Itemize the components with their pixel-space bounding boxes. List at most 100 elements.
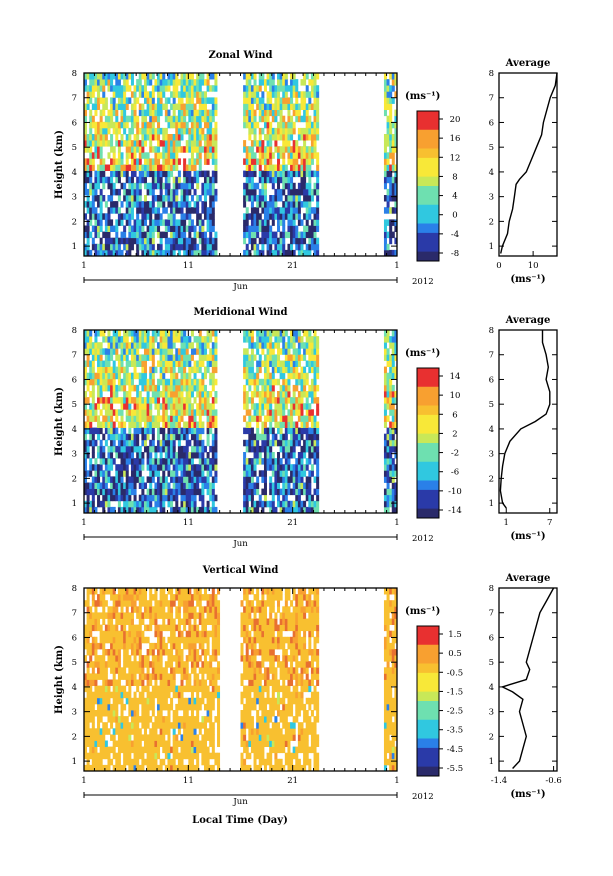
heatmap-cell bbox=[201, 182, 205, 190]
heatmap-cell bbox=[214, 439, 218, 447]
heatmap-cell bbox=[143, 73, 147, 80]
heatmap-cell bbox=[128, 655, 132, 662]
heatmap-cell bbox=[193, 109, 197, 117]
heatmap-cell bbox=[177, 458, 181, 465]
heatmap-cell bbox=[282, 85, 286, 92]
heatmap-cell bbox=[102, 685, 106, 693]
heatmap-cell bbox=[209, 415, 213, 422]
heatmap-cell bbox=[284, 397, 288, 404]
heatmap-cell bbox=[295, 103, 299, 110]
heatmap-cell bbox=[94, 249, 98, 257]
heatmap-cell bbox=[84, 439, 88, 447]
heatmap-cell bbox=[313, 79, 317, 86]
heatmap-cell bbox=[107, 630, 111, 638]
heatmap-cell bbox=[99, 758, 103, 766]
heatmap-cell bbox=[391, 482, 395, 489]
heatmap-cell bbox=[203, 152, 207, 159]
heatmap-cell bbox=[310, 103, 314, 110]
heatmap-cell bbox=[159, 378, 163, 386]
heatmap-cell bbox=[198, 170, 202, 178]
heatmap-cell bbox=[138, 109, 142, 117]
heatmap-cell bbox=[209, 464, 213, 471]
heatmap-cell bbox=[138, 79, 142, 86]
heatmap-cell bbox=[130, 703, 134, 711]
heatmap-cell bbox=[141, 366, 145, 374]
heatmap-cell bbox=[290, 336, 294, 343]
heatmap-cell bbox=[91, 752, 95, 760]
heatmap-cell bbox=[282, 73, 286, 80]
heatmap-cell bbox=[84, 482, 88, 489]
heatmap-cell bbox=[295, 500, 299, 508]
heatmap-cell bbox=[383, 237, 387, 245]
heatmap-cell bbox=[287, 219, 291, 226]
heatmap-cell bbox=[112, 170, 116, 178]
heatmap-cell bbox=[269, 85, 273, 92]
heatmap-cell bbox=[203, 79, 207, 86]
heatmap-cell bbox=[190, 506, 194, 514]
heatmap-cell bbox=[177, 403, 181, 410]
heatmap-cell bbox=[138, 476, 142, 483]
heatmap-cell bbox=[190, 140, 194, 147]
heatmap-cell bbox=[104, 140, 108, 147]
heatmap-cell bbox=[97, 500, 101, 508]
heatmap-cell bbox=[94, 403, 98, 410]
heatmap-cell bbox=[245, 79, 249, 86]
heatmap-cell bbox=[203, 91, 207, 98]
heatmap-cell bbox=[308, 445, 312, 453]
heatmap-cell bbox=[193, 115, 197, 123]
heatmap-cell bbox=[117, 600, 121, 607]
heatmap-cell bbox=[274, 470, 278, 477]
heatmap-cell bbox=[146, 384, 150, 392]
heatmap-cell bbox=[389, 152, 393, 159]
heatmap-cell bbox=[389, 73, 393, 80]
heatmap-cell bbox=[261, 237, 265, 245]
heatmap-cell bbox=[263, 170, 267, 178]
heatmap-cell bbox=[84, 679, 88, 686]
y-tick-label: 4 bbox=[72, 425, 77, 435]
heatmap-cell bbox=[310, 140, 314, 147]
heatmap-cell bbox=[196, 121, 200, 129]
heatmap-cell bbox=[180, 452, 184, 459]
heatmap-cell bbox=[138, 445, 142, 453]
heatmap-cell bbox=[164, 415, 168, 422]
heatmap-cell bbox=[141, 476, 145, 483]
heatmap-cell bbox=[172, 115, 176, 123]
heatmap-cell bbox=[253, 213, 257, 220]
heatmap-cell bbox=[84, 336, 88, 343]
heatmap-cell bbox=[248, 360, 252, 367]
heatmap-cell bbox=[91, 225, 95, 232]
heatmap-cell bbox=[107, 415, 111, 422]
heatmap-cell bbox=[110, 661, 114, 668]
heatmap-cell bbox=[196, 482, 200, 489]
heatmap-cell bbox=[162, 458, 166, 465]
heatmap-cell bbox=[164, 195, 168, 202]
heatmap-cell bbox=[180, 464, 184, 471]
heatmap-cell bbox=[94, 243, 98, 251]
heatmap-cell bbox=[89, 439, 93, 447]
heatmap-cell bbox=[292, 146, 296, 153]
heatmap-cell bbox=[201, 73, 205, 80]
heatmap-cell bbox=[201, 458, 205, 465]
heatmap-cell bbox=[143, 219, 147, 226]
heatmap-cell bbox=[185, 213, 189, 220]
heatmap-cell bbox=[89, 158, 93, 165]
heatmap-cell bbox=[107, 649, 111, 656]
heatmap-cell bbox=[279, 458, 283, 465]
heatmap-cell bbox=[248, 85, 252, 92]
heatmap-cell bbox=[120, 673, 124, 680]
heatmap-cell bbox=[383, 140, 387, 147]
heatmap-cell bbox=[188, 500, 192, 508]
heatmap-cell bbox=[303, 378, 307, 386]
heatmap-cell bbox=[102, 445, 106, 453]
heatmap-cell bbox=[271, 378, 275, 386]
heatmap-cell bbox=[211, 97, 215, 104]
heatmap-cell bbox=[120, 630, 124, 638]
heatmap-cell bbox=[157, 176, 161, 184]
heatmap-cell bbox=[282, 421, 286, 428]
heatmap-cell bbox=[94, 152, 98, 159]
heatmap-cell bbox=[292, 237, 296, 245]
heatmap-cell bbox=[391, 342, 395, 349]
heatmap-cell bbox=[389, 91, 393, 98]
heatmap-cell bbox=[110, 225, 114, 232]
heatmap-cell bbox=[110, 140, 114, 147]
